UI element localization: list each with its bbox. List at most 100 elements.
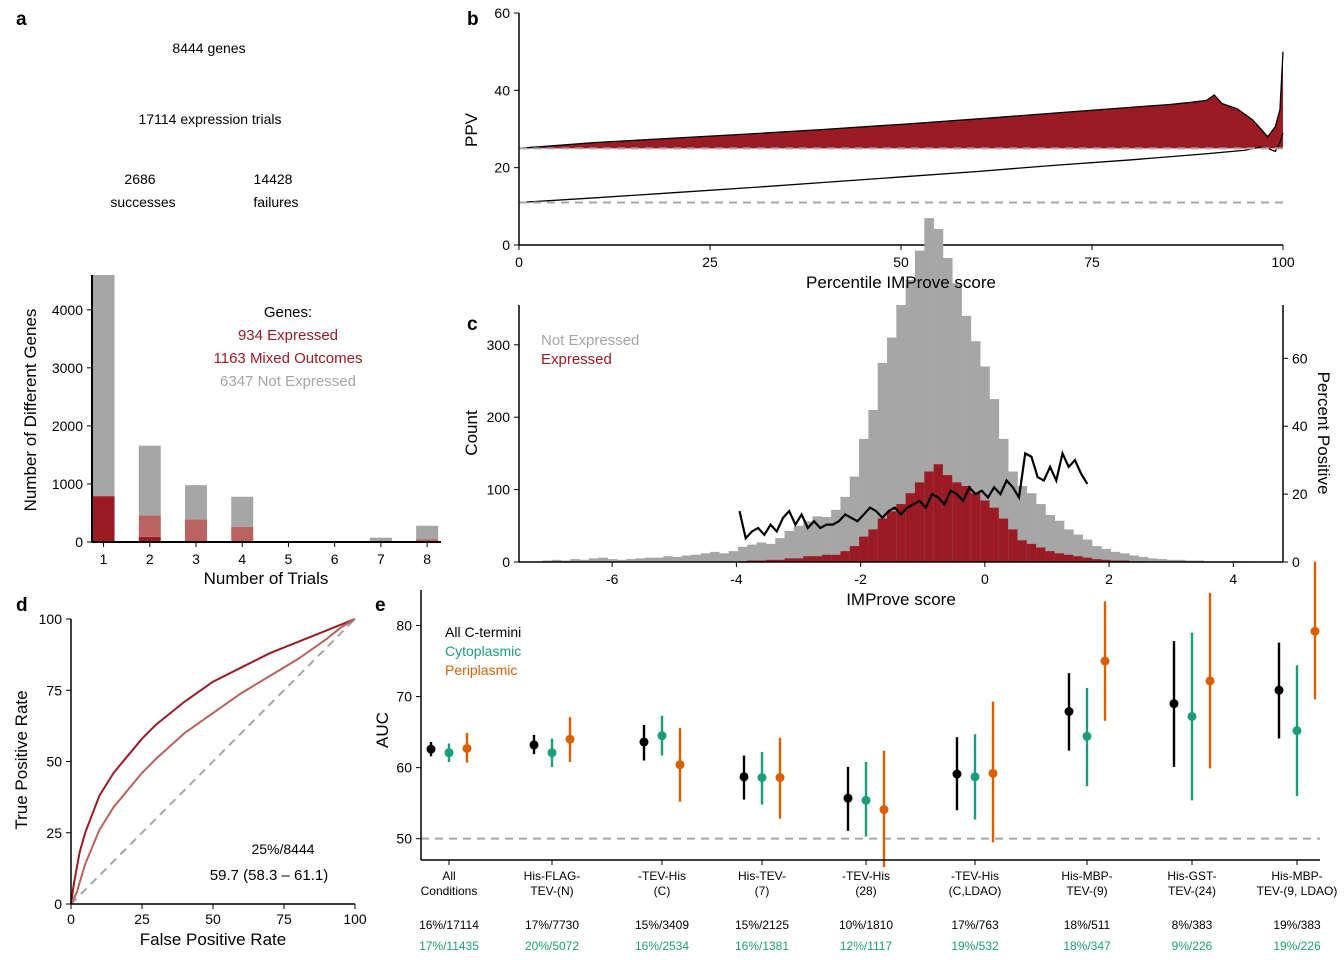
panel-label-c: c [467,314,478,335]
roc-diagonal [70,618,356,905]
hist-bar-expressed-55 [1054,553,1065,562]
hist-bar-not-expressed-45 [961,315,972,562]
hist-bar-expressed-44 [952,482,962,562]
chart-c-y2label: Percent Positive [1314,372,1333,495]
auc-point-1-3 [757,773,767,783]
hist-bar-expressed-40 [914,482,925,562]
ticklabel-b-y-0: 0 [502,237,510,253]
ticklabel-c-y-0: 0 [502,554,510,570]
ticklabel-d-y-75: 75 [46,682,62,698]
bar-a-2-s1 [138,515,161,537]
hist-bar-expressed-31 [831,554,841,562]
hist-bar-expressed-57 [1073,556,1083,562]
auc-point-2-3 [775,773,785,783]
bar-a-8-s2 [416,525,439,540]
hist-bar-not-expressed-12 [654,557,664,562]
auc-point-0-8 [1274,685,1284,695]
flow-failures: failures [253,194,298,210]
ticklabel-d-y-0: 0 [54,896,62,912]
stat-cytoplasmic-8: 19%/226 [1273,939,1321,953]
stat-all-1: 17%/7730 [525,918,579,932]
percent-positive-line [738,449,1089,541]
hist-bar-expressed-35 [868,529,879,562]
flow-successes: successes [110,194,175,210]
bar-a-1-s2 [92,275,115,497]
ticklabel-a-y-3000: 3000 [52,360,83,376]
ticklabel-d-y-25: 25 [46,825,62,841]
hist-bar-not-expressed-19 [719,553,729,562]
hist-bar-not-expressed-4 [579,559,590,562]
hist-bar-not-expressed-25 [775,538,785,562]
stat-cytoplasmic-1: 20%/5072 [525,939,579,953]
hist-bar-not-expressed-60 [1101,548,1111,562]
hist-bar-expressed-36 [877,518,888,562]
hist-bar-not-expressed-63 [1129,555,1139,562]
auc-point-0-7 [1169,699,1179,709]
bar-a-8-s1 [416,539,439,542]
auc-point-0-4 [843,793,853,803]
chart-d-annotation-2: 59.7 (58.3 – 61.1) [210,867,328,884]
hist-bar-expressed-46 [970,493,981,562]
chart-c-xlabel: IMProve score [846,590,956,609]
auc-point-2-4 [879,805,889,815]
category-label-4: -TEV-His (28) [842,869,890,898]
hist-bar-not-expressed-17 [700,553,711,562]
genes-legend-not-expressed: 6347 Not Expressed [220,373,356,390]
ticklabel-a-x-7: 7 [377,551,385,567]
auc-point-1-6 [1082,731,1092,741]
ticklabel-d-x-25: 25 [134,911,150,927]
hist-bar-not-expressed-42 [933,228,944,563]
auc-point-1-4 [861,795,871,805]
hist-bar-expressed-49 [998,518,1009,562]
hist-bar-not-expressed-3 [570,559,580,562]
hist-bar-not-expressed-28 [803,521,813,562]
auc-point-0-6 [1064,707,1074,716]
ticklabel-a-x-5: 5 [285,551,293,567]
hist-bar-expressed-43 [942,475,953,562]
hist-bar-not-expressed-23 [756,542,767,562]
ticklabel-c-x-0: 0 [981,571,989,587]
ticklabel-c-x-4: 4 [1229,571,1237,587]
hist-bar-not-expressed-31 [831,509,841,562]
stat-cytoplasmic-5: 19%/532 [951,939,999,953]
chart-a-ylabel: Number of Different Genes [21,309,40,512]
auc-point-0-5 [952,769,962,779]
ticklabel-d-y-100: 100 [39,611,63,627]
chart-b-xlabel: Percentile IMProve score [806,273,996,292]
hist-bar-not-expressed-27 [793,525,804,562]
chart-d-xlabel: False Positive Rate [140,930,286,949]
hist-bar-not-expressed-67 [1166,559,1177,562]
auc-point-1-1 [547,748,557,758]
hist-bar-not-expressed-22 [747,544,757,562]
chart-e: 50 60 70 80 All Conditions 16%/17114 17%/11435 H… [396,561,1337,953]
ticklabel-b-x-25: 25 [702,254,718,270]
hist-bar-expressed-28 [803,556,813,562]
ticklabel-d-x-0: 0 [67,911,75,927]
hist-bar-expressed-45 [961,485,972,562]
hist-bar-not-expressed-9 [626,559,636,562]
ticklabel-e-y-60: 60 [396,760,412,776]
auc-point-0-3 [739,772,749,782]
ticklabel-a-y-2000: 2000 [52,418,83,434]
hist-bar-not-expressed-40 [914,250,925,562]
stat-all-0: 16%/17114 [419,918,479,932]
flow-genes: 8444 genes [172,40,245,56]
hist-bar-expressed-27 [793,558,804,562]
hist-bar-expressed-52 [1026,543,1037,562]
chart-a: 0 1000 2000 3000 4000 1 2 3 4 5 6 7 8 [52,275,441,567]
hist-bar-not-expressed-16 [691,554,701,562]
hist-bar-not-expressed-11 [644,557,655,562]
auc-point-2-2 [675,760,685,770]
hist-bar-expressed-24 [765,559,776,562]
hist-bar-not-expressed-62 [1119,553,1130,562]
flow-failures-count: 14428 [254,171,293,187]
chart-e-legend-periplasmic: Periplasmic [445,662,517,678]
roc-curve-0 [70,618,356,905]
stat-all-2: 15%/3409 [635,918,689,932]
hist-bar-expressed-47 [980,500,990,562]
hist-bar-not-expressed-59 [1092,546,1102,562]
hist-bar-not-expressed-41 [924,218,934,562]
hist-bar-not-expressed-37 [887,337,897,562]
hist-bar-expressed-25 [775,559,785,562]
hist-bar-expressed-29 [812,556,823,562]
